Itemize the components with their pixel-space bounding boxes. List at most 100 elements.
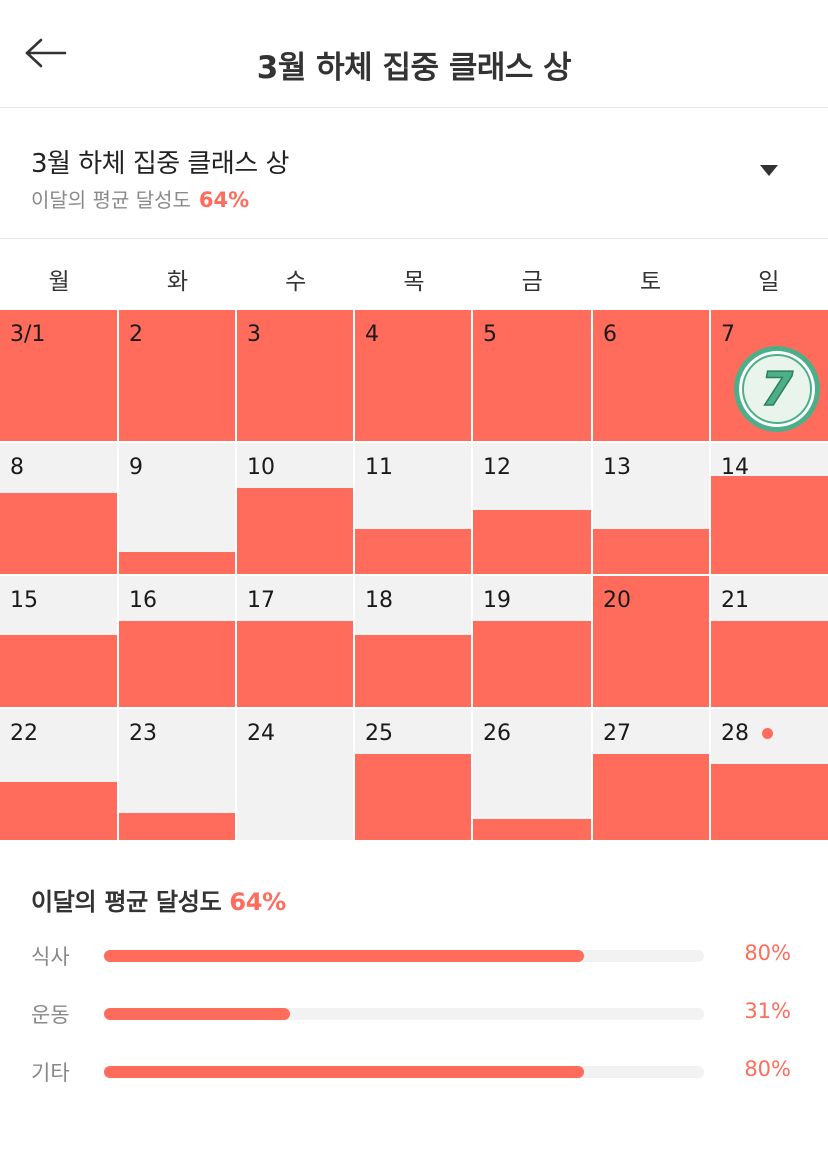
streak-badge-number: 7 — [761, 362, 793, 416]
triangle-down-icon[interactable] — [760, 165, 778, 176]
calendar-day-cell[interactable]: 28 — [711, 709, 828, 840]
calendar-day-number: 28 — [721, 721, 749, 746]
calendar-day-cell[interactable]: 19 — [473, 576, 591, 707]
calendar-day-number: 8 — [10, 455, 24, 480]
calendar-day-number: 20 — [603, 588, 631, 613]
back-button[interactable] — [24, 38, 80, 94]
calendar-day-number: 22 — [10, 721, 38, 746]
weekday-header-row: 월 화 수 목 금 토 일 — [0, 262, 828, 306]
progress-fill — [104, 1066, 584, 1078]
calendar-day-cell[interactable]: 16 — [119, 576, 235, 707]
achievement-fill — [593, 576, 709, 707]
calendar-day-cell[interactable]: 23 — [119, 709, 235, 840]
calendar-day-cell[interactable]: 20 — [593, 576, 709, 707]
calendar-day-number: 19 — [483, 588, 511, 613]
calendar-day-cell[interactable]: 11 — [355, 443, 471, 574]
progress-track — [104, 1008, 704, 1020]
achievement-fill — [711, 620, 828, 707]
achievement-fill — [473, 819, 591, 840]
achievement-fill — [119, 310, 235, 441]
weekday-label: 월 — [48, 269, 70, 295]
arrow-left-icon — [25, 38, 67, 68]
achievement-fill — [355, 310, 471, 441]
calendar-day-number: 14 — [721, 455, 749, 480]
achievement-fill — [0, 310, 117, 441]
calendar-day-number: 26 — [483, 721, 511, 746]
calendar-day-number: 27 — [603, 721, 631, 746]
calendar-day-cell[interactable]: 17 — [237, 576, 353, 707]
achievement-fill — [355, 753, 471, 840]
calendar-day-number: 16 — [129, 588, 157, 613]
calendar-day-number: 17 — [247, 588, 275, 613]
calendar-day-number: 11 — [365, 455, 393, 480]
calendar-day-cell[interactable]: 4 — [355, 310, 471, 441]
category-progress-other: 기타 80% — [0, 1053, 828, 1093]
progress-fill — [104, 1008, 290, 1020]
calendar-day-cell[interactable]: 3 — [237, 310, 353, 441]
calendar-day-cell[interactable]: 9 — [119, 443, 235, 574]
calendar-day-cell[interactable]: 18 — [355, 576, 471, 707]
calendar-day-cell[interactable]: 15 — [0, 576, 117, 707]
achievement-fill — [593, 529, 709, 574]
page-title: 3월 하체 집중 클래스 상 — [256, 50, 572, 86]
achievement-fill — [711, 475, 828, 574]
achievement-fill — [593, 753, 709, 840]
category-label: 식사 — [31, 945, 70, 969]
achievement-calendar: 3/1 2 3 4 5 6 7 7 8 9 10 11 12 13 14 15 16 17 18 19 20 21 22 23… — [0, 310, 828, 840]
calendar-day-number: 4 — [365, 322, 379, 347]
achievement-fill — [0, 782, 117, 840]
calendar-day-number: 3 — [247, 322, 261, 347]
achievement-fill — [237, 487, 353, 574]
monthly-average-label: 이달의 평균 달성도 — [31, 188, 191, 212]
summary-title-label: 이달의 평균 달성도 — [31, 888, 222, 916]
weekday-label: 토 — [639, 269, 662, 295]
calendar-day-cell[interactable]: 24 — [237, 709, 353, 840]
today-dot-icon — [762, 728, 773, 739]
category-value: 80% — [744, 941, 791, 965]
calendar-day-cell[interactable]: 22 — [0, 709, 117, 840]
achievement-fill — [711, 764, 828, 840]
calendar-day-number: 2 — [129, 322, 143, 347]
calendar-day-cell[interactable]: 3/1 — [0, 310, 117, 441]
calendar-day-cell[interactable]: 25 — [355, 709, 471, 840]
class-selector[interactable]: 3월 하체 집중 클래스 상 이달의 평균 달성도 64% — [0, 108, 828, 239]
calendar-day-cell[interactable]: 2 — [119, 310, 235, 441]
monthly-average-value: 64% — [198, 188, 250, 212]
achievement-fill — [473, 509, 591, 574]
achievement-fill — [0, 634, 117, 707]
calendar-day-number: 10 — [247, 455, 275, 480]
calendar-week-row: 3/1 2 3 4 5 6 7 7 — [0, 310, 828, 441]
achievement-fill — [119, 551, 235, 574]
progress-track — [104, 950, 704, 962]
achievement-fill — [355, 634, 471, 707]
calendar-day-number: 23 — [129, 721, 157, 746]
calendar-day-number: 12 — [483, 455, 511, 480]
calendar-day-number: 6 — [603, 322, 617, 347]
category-label: 기타 — [31, 1061, 70, 1085]
achievement-fill — [355, 529, 471, 574]
calendar-day-cell[interactable]: 10 — [237, 443, 353, 574]
weekday-label: 화 — [166, 269, 188, 295]
category-progress-exercise: 운동 31% — [0, 995, 828, 1035]
calendar-day-cell[interactable]: 8 — [0, 443, 117, 574]
calendar-day-cell[interactable]: 6 — [593, 310, 709, 441]
calendar-day-number: 9 — [129, 455, 143, 480]
calendar-day-number: 13 — [603, 455, 631, 480]
calendar-day-cell[interactable]: 14 — [711, 443, 828, 574]
calendar-day-number: 5 — [483, 322, 497, 347]
streak-7-badge-icon: 7 — [734, 346, 820, 432]
category-label: 운동 — [31, 1003, 70, 1027]
calendar-day-cell[interactable]: 12 — [473, 443, 591, 574]
calendar-day-cell[interactable]: 5 — [473, 310, 591, 441]
calendar-day-cell[interactable]: 13 — [593, 443, 709, 574]
weekday-label: 수 — [285, 269, 307, 295]
calendar-day-cell[interactable]: 21 — [711, 576, 828, 707]
progress-track — [104, 1066, 704, 1078]
calendar-week-row: 22 23 24 25 26 27 28 — [0, 709, 828, 840]
category-value: 80% — [744, 1057, 791, 1081]
calendar-day-cell[interactable]: 27 — [593, 709, 709, 840]
calendar-day-number: 18 — [365, 588, 393, 613]
calendar-day-number: 15 — [10, 588, 38, 613]
calendar-day-cell[interactable]: 26 — [473, 709, 591, 840]
